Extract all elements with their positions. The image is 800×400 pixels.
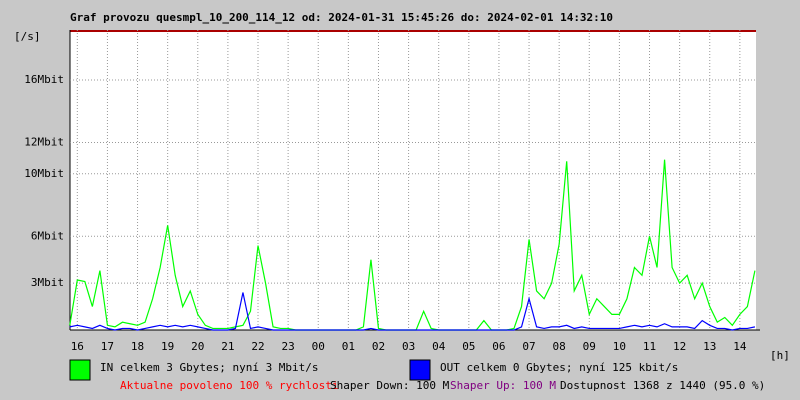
y-unit: [/s] (14, 30, 41, 43)
x-tick-label: 21 (221, 340, 234, 353)
footer-text: Dostupnost 1368 z 1440 (95.0 %) (560, 379, 765, 392)
x-tick-label: 19 (161, 340, 174, 353)
y-tick-label: 3Mbit (31, 276, 64, 289)
x-tick-label: 20 (191, 340, 204, 353)
footer-text: Shaper Down: 100 M (330, 379, 450, 392)
legend-label: IN celkem 3 Gbytes; nyní 3 Mbit/s (100, 361, 319, 374)
x-unit: [h] (770, 349, 790, 362)
x-tick-label: 17 (101, 340, 114, 353)
legend-swatch (409, 359, 431, 381)
x-tick-label: 01 (342, 340, 355, 353)
footer-text: Shaper Up: 100 M (450, 379, 556, 392)
x-tick-label: 18 (131, 340, 144, 353)
x-tick-label: 08 (553, 340, 566, 353)
x-tick-label: 10 (613, 340, 626, 353)
x-tick-label: 05 (462, 340, 475, 353)
x-tick-label: 22 (251, 340, 264, 353)
x-tick-label: 12 (673, 340, 686, 353)
plot-area (70, 30, 756, 330)
series-line (69, 292, 756, 331)
legend-swatch (69, 359, 91, 381)
footer-text: Aktualne povoleno 100 % rychlosti (120, 379, 339, 392)
x-tick-label: 23 (282, 340, 295, 353)
x-tick-label: 14 (733, 340, 747, 353)
x-tick-label: 06 (492, 340, 505, 353)
x-tick-label: 02 (372, 340, 385, 353)
x-tick-label: 16 (71, 340, 84, 353)
y-tick-label: 16Mbit (24, 73, 64, 86)
x-tick-label: 04 (432, 340, 446, 353)
legend-label: OUT celkem 0 Gbytes; nyní 125 kbit/s (440, 361, 678, 374)
x-tick-label: 03 (402, 340, 415, 353)
x-tick-label: 13 (703, 340, 716, 353)
chart-title: Graf provozu quesmpl_10_200_114_12 od: 2… (70, 11, 613, 24)
x-tick-label: 00 (312, 340, 325, 353)
x-tick-label: 09 (583, 340, 596, 353)
y-tick-label: 10Mbit (24, 167, 64, 180)
y-tick-label: 6Mbit (31, 229, 64, 242)
y-tick-label: 12Mbit (24, 136, 64, 149)
x-tick-label: 07 (522, 340, 535, 353)
x-tick-label: 11 (643, 340, 656, 353)
